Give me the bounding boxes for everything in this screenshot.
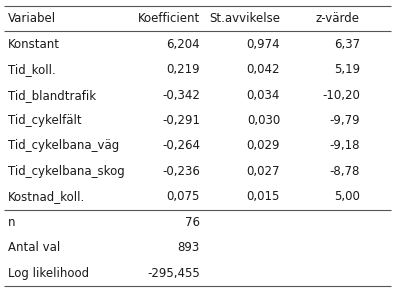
Text: 6,37: 6,37 — [334, 38, 360, 51]
Text: -0,264: -0,264 — [162, 139, 200, 152]
Text: Konstant: Konstant — [8, 38, 60, 51]
Text: St.avvikelse: St.avvikelse — [209, 12, 280, 25]
Text: 0,030: 0,030 — [247, 114, 280, 127]
Text: -9,79: -9,79 — [329, 114, 360, 127]
Text: n: n — [8, 216, 15, 229]
Text: -295,455: -295,455 — [147, 267, 200, 280]
Text: 0,075: 0,075 — [167, 190, 200, 203]
Text: Variabel: Variabel — [8, 12, 56, 25]
Text: Tid_cykelfält: Tid_cykelfält — [8, 114, 82, 127]
Text: 893: 893 — [178, 241, 200, 254]
Text: Tid_cykelbana_skog: Tid_cykelbana_skog — [8, 165, 125, 178]
Text: Kostnad_koll.: Kostnad_koll. — [8, 190, 85, 203]
Text: 0,034: 0,034 — [246, 88, 280, 102]
Text: 0,029: 0,029 — [246, 139, 280, 152]
Text: Koefficient: Koefficient — [138, 12, 200, 25]
Text: -0,342: -0,342 — [162, 88, 200, 102]
Text: 0,219: 0,219 — [166, 63, 200, 76]
Text: 0,015: 0,015 — [246, 190, 280, 203]
Text: 5,19: 5,19 — [334, 63, 360, 76]
Text: Tid_blandtrafik: Tid_blandtrafik — [8, 88, 96, 102]
Text: Antal val: Antal val — [8, 241, 60, 254]
Text: Tid_koll.: Tid_koll. — [8, 63, 56, 76]
Text: 0,027: 0,027 — [246, 165, 280, 178]
Text: 0,974: 0,974 — [246, 38, 280, 51]
Text: Log likelihood: Log likelihood — [8, 267, 89, 280]
Text: 5,00: 5,00 — [334, 190, 360, 203]
Text: -10,20: -10,20 — [322, 88, 360, 102]
Text: -9,18: -9,18 — [329, 139, 360, 152]
Text: -0,291: -0,291 — [162, 114, 200, 127]
Text: z-värde: z-värde — [316, 12, 360, 25]
Text: 6,204: 6,204 — [166, 38, 200, 51]
Text: Tid_cykelbana_väg: Tid_cykelbana_väg — [8, 139, 119, 152]
Text: -8,78: -8,78 — [329, 165, 360, 178]
Text: 0,042: 0,042 — [246, 63, 280, 76]
Text: -0,236: -0,236 — [162, 165, 200, 178]
Text: 76: 76 — [185, 216, 200, 229]
